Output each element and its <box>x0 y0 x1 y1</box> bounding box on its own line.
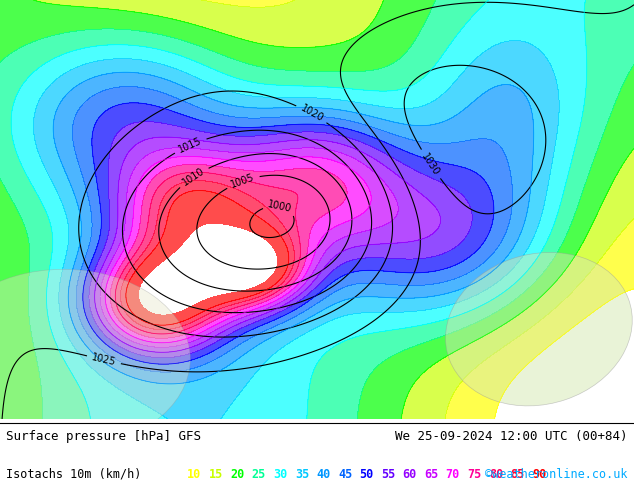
Text: 15: 15 <box>209 468 223 481</box>
Text: 85: 85 <box>510 468 524 481</box>
Text: Isotachs 10m (km/h): Isotachs 10m (km/h) <box>6 468 142 481</box>
Text: 1010: 1010 <box>181 166 207 188</box>
Text: 40: 40 <box>316 468 330 481</box>
Text: 55: 55 <box>381 468 395 481</box>
Text: 50: 50 <box>359 468 373 481</box>
Text: 75: 75 <box>467 468 481 481</box>
Text: 1000: 1000 <box>267 199 293 214</box>
Text: 1025: 1025 <box>91 352 117 368</box>
Text: Surface pressure [hPa] GFS: Surface pressure [hPa] GFS <box>6 430 202 443</box>
Ellipse shape <box>0 270 190 449</box>
Text: 65: 65 <box>424 468 438 481</box>
Text: 1030: 1030 <box>420 151 441 177</box>
Text: 80: 80 <box>489 468 503 481</box>
Text: 20: 20 <box>230 468 244 481</box>
Text: 35: 35 <box>295 468 309 481</box>
Text: 10: 10 <box>187 468 201 481</box>
Text: 90: 90 <box>532 468 546 481</box>
Text: 25: 25 <box>252 468 266 481</box>
Text: 1020: 1020 <box>299 103 325 124</box>
Text: 30: 30 <box>273 468 287 481</box>
Text: ©weatheronline.co.uk: ©weatheronline.co.uk <box>485 468 628 481</box>
Ellipse shape <box>446 252 632 406</box>
Text: 60: 60 <box>403 468 417 481</box>
Text: We 25-09-2024 12:00 UTC (00+84): We 25-09-2024 12:00 UTC (00+84) <box>395 430 628 443</box>
Text: 70: 70 <box>446 468 460 481</box>
Text: 45: 45 <box>338 468 352 481</box>
Text: 1015: 1015 <box>177 136 204 155</box>
Text: 1005: 1005 <box>230 172 256 190</box>
